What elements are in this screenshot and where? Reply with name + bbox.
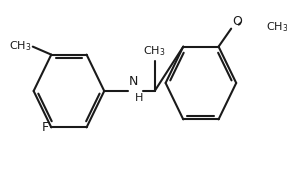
Text: H: H <box>135 93 144 103</box>
Text: CH$_3$: CH$_3$ <box>267 20 287 33</box>
Text: CH$_3$: CH$_3$ <box>144 44 166 58</box>
Text: O: O <box>232 15 242 28</box>
Text: N: N <box>129 75 138 88</box>
Text: CH$_3$: CH$_3$ <box>9 39 31 52</box>
Text: F: F <box>42 121 49 134</box>
